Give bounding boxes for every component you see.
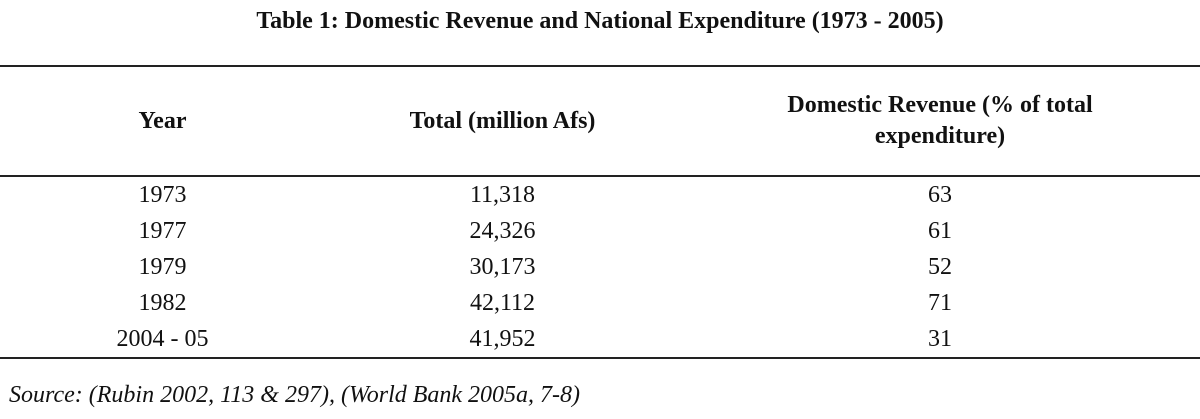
cell-domestic-revenue: 63 [928, 182, 952, 208]
table-row: 1979 30,173 52 [0, 249, 1200, 285]
cell-total: 11,318 [469, 182, 536, 208]
column-header-domestic-revenue: Domestic Revenue (% of total expenditure… [680, 65, 1200, 177]
table-row: 1977 24,326 61 [0, 213, 1200, 249]
cell-year: 2004 - 05 [0, 321, 325, 359]
cell-total: 24,326 [469, 218, 536, 244]
data-table: Year Total (million Afs) Domestic Revenu… [0, 65, 1200, 359]
table-header-row: Year Total (million Afs) Domestic Revenu… [0, 65, 1200, 177]
table-row: 1973 11,318 63 [0, 176, 1200, 213]
cell-total: 30,173 [469, 254, 536, 280]
source-note: Source: (Rubin 2002, 113 & 297), (World … [9, 382, 581, 408]
table-row: 1982 42,112 71 [0, 285, 1200, 321]
column-header-total: Total (million Afs) [325, 65, 680, 177]
table-title: Table 1: Domestic Revenue and National E… [256, 8, 944, 34]
cell-year: 1973 [138, 182, 187, 208]
cell-domestic-revenue: 52 [928, 254, 952, 280]
cell-total: 41,952 [325, 321, 680, 359]
cell-domestic-revenue: 31 [680, 321, 1200, 359]
cell-year: 1977 [138, 218, 187, 244]
cell-domestic-revenue: 71 [928, 290, 952, 316]
table-row: 2004 - 05 41,952 31 [0, 321, 1200, 359]
cell-year: 1979 [138, 254, 187, 280]
cell-total: 42,112 [469, 290, 536, 316]
column-header-year: Year [0, 65, 325, 177]
cell-domestic-revenue: 61 [928, 218, 952, 244]
cell-year: 1982 [138, 290, 187, 316]
